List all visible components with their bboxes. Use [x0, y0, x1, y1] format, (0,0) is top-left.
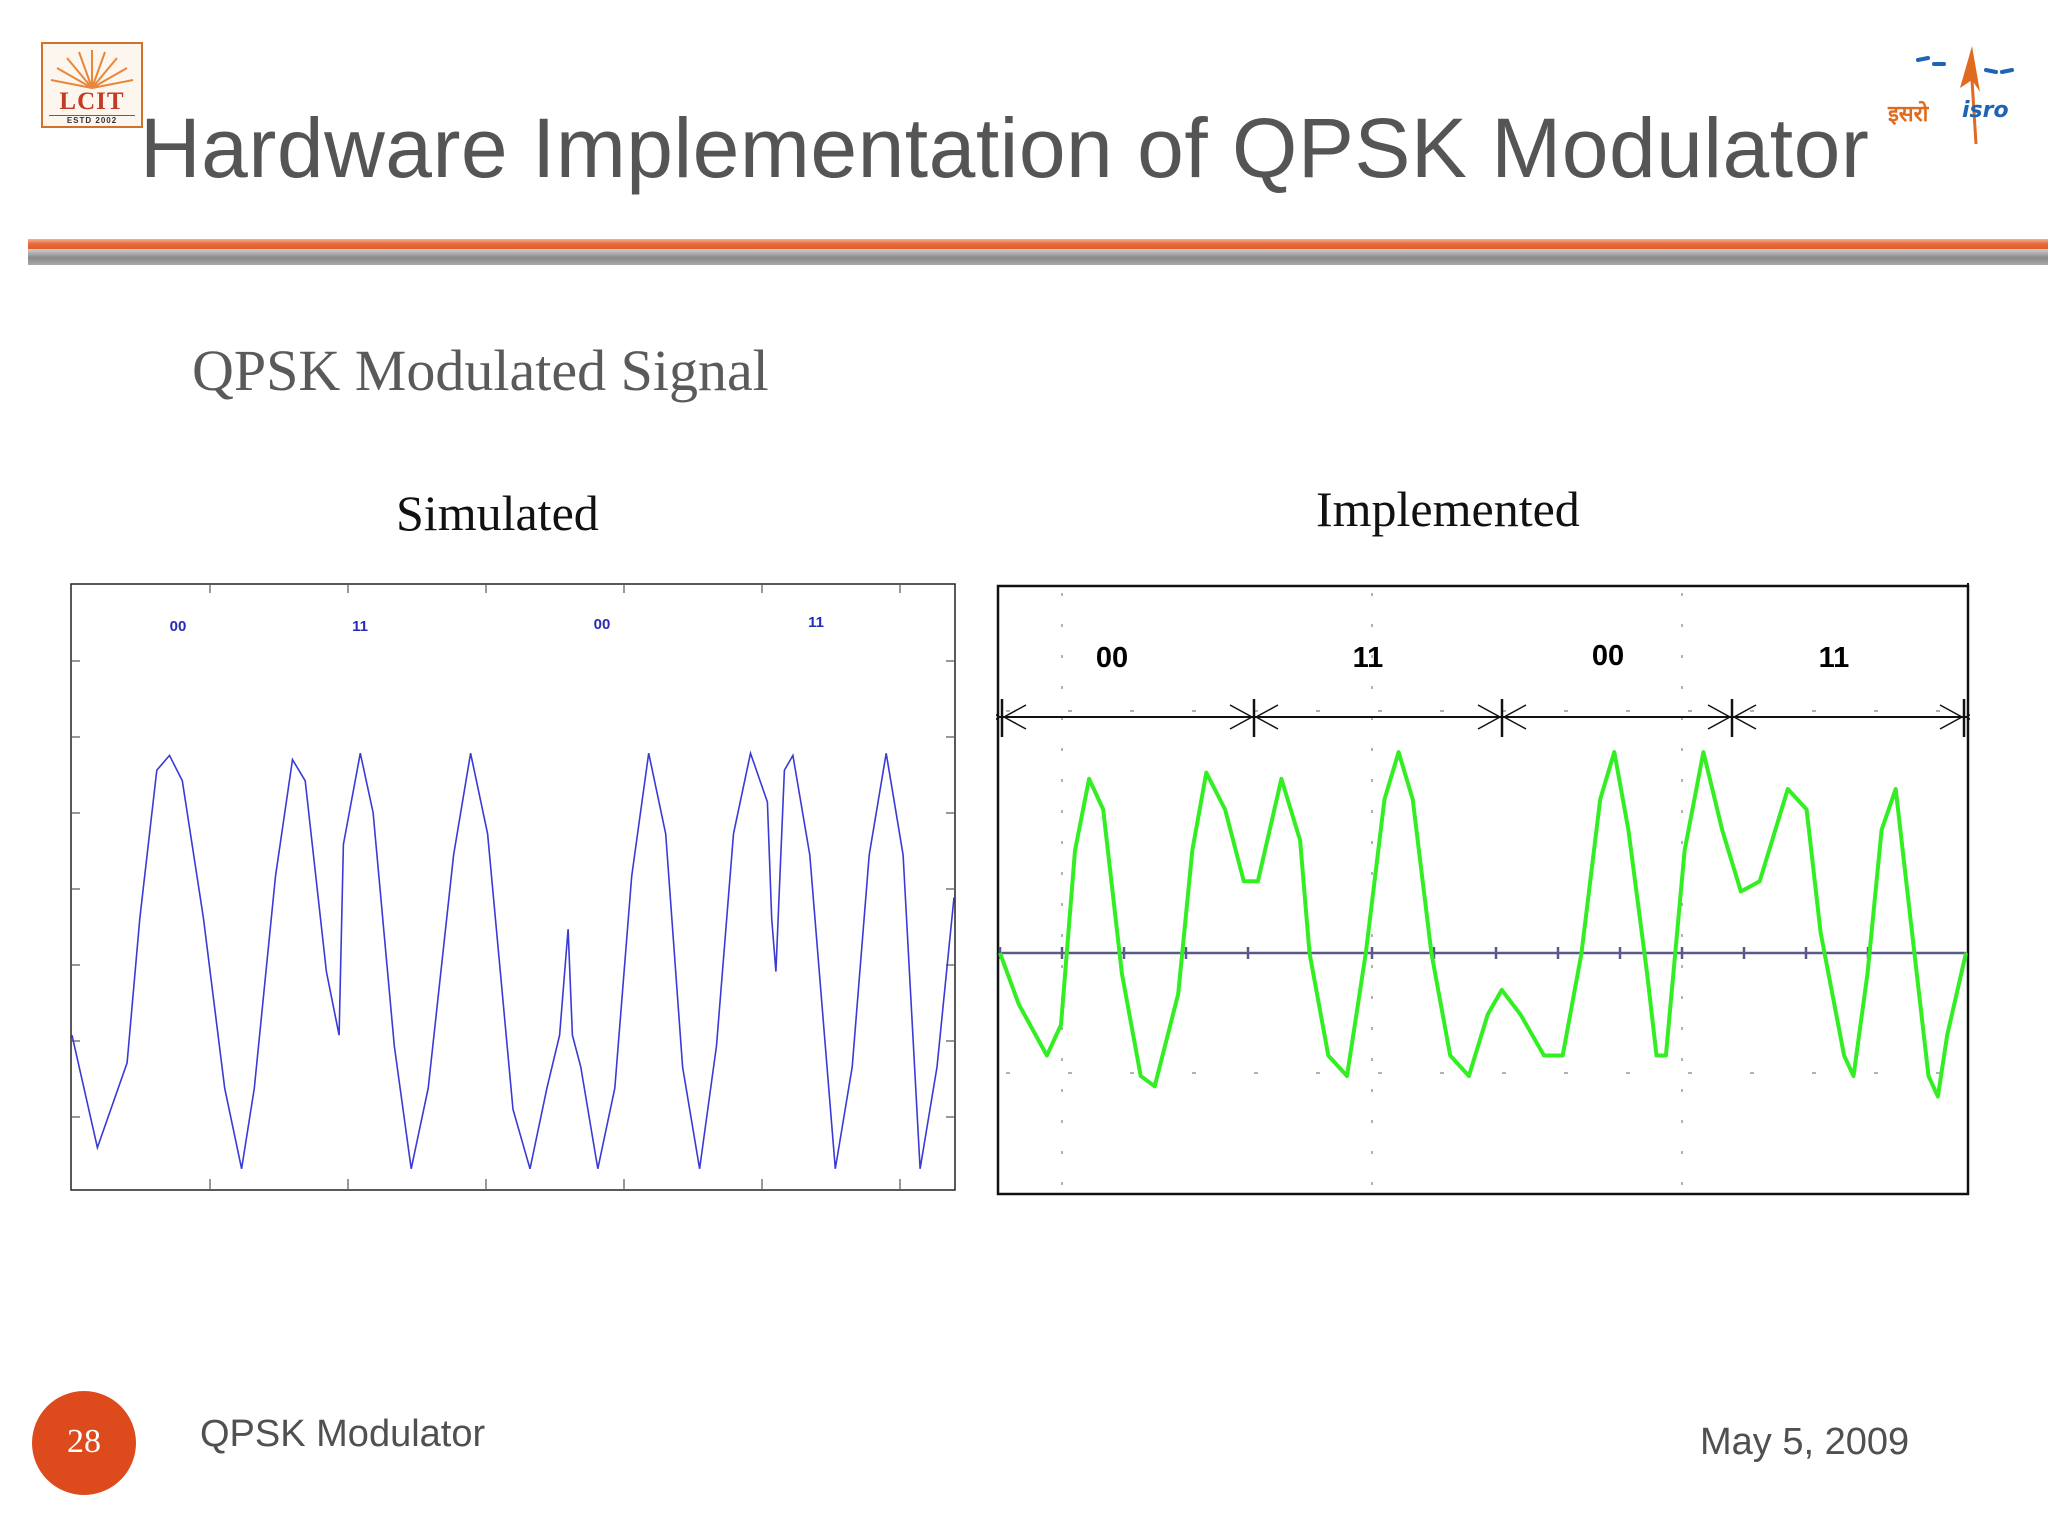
title-rule-orange	[28, 239, 2048, 249]
impl-arrowhead-left	[1707, 704, 1731, 730]
impl-symbol-arrows	[996, 699, 1970, 737]
lcit-logo: LCIT ESTD 2002	[41, 42, 143, 128]
rocket-icon	[1916, 46, 2014, 145]
impl-symbol-labels: 00 11 00 11	[1096, 640, 1849, 674]
isro-logo: इसरो isro	[1880, 40, 2030, 148]
sim-symbol-labels: 00 11 00 11	[170, 614, 824, 635]
slide-title: Hardware Implementation of QPSK Modulato…	[140, 101, 1870, 195]
lcit-logo-text: LCIT	[59, 88, 125, 115]
footer-title: QPSK Modulator	[200, 1413, 486, 1455]
impl-plot-frame	[996, 584, 1970, 1196]
implemented-waveform-chart: 00 11 00 11	[996, 583, 1970, 1196]
impl-arrowhead-right	[1003, 704, 1027, 730]
impl-arrowhead-right	[1503, 704, 1527, 730]
simulated-waveform-chart: 00 11 00 11	[70, 583, 956, 1191]
isro-logo-hindi: इसरो	[1888, 102, 1929, 127]
page-number-badge: 28	[32, 1391, 136, 1495]
sunburst-icon	[50, 50, 134, 89]
sim-symbol-label: 00	[170, 618, 187, 635]
impl-arrowhead-left	[1477, 704, 1501, 730]
slide-subtitle: QPSK Modulated Signal	[192, 338, 769, 403]
sim-plot-frame	[70, 583, 956, 1191]
sim-symbol-label: 11	[808, 614, 824, 631]
impl-symbol-label: 00	[1592, 640, 1624, 672]
impl-symbol-label: 11	[1819, 642, 1850, 674]
impl-arrowhead-right	[1965, 713, 1970, 721]
isro-logo-latin: isro	[1962, 98, 2009, 123]
impl-arrowhead-right	[1733, 704, 1757, 730]
impl-arrowhead-left	[1939, 704, 1963, 730]
implemented-signal-trace	[998, 750, 1968, 1099]
impl-symbol-label: 11	[1353, 642, 1384, 674]
sim-axis-ticks	[72, 585, 954, 1189]
implemented-label: Implemented	[1316, 481, 1580, 537]
title-rule-gray	[28, 249, 2048, 265]
simulated-label: Simulated	[396, 485, 599, 541]
page-number: 28	[67, 1423, 101, 1460]
lcit-logo-estd: ESTD 2002	[49, 115, 135, 125]
impl-symbol-label: 00	[1096, 642, 1128, 674]
impl-arrowhead-right	[1255, 704, 1279, 730]
footer-date: May 5, 2009	[1700, 1421, 1910, 1463]
sim-symbol-label: 00	[594, 616, 611, 633]
impl-arrowhead-left	[1229, 704, 1253, 730]
simulated-signal-trace	[71, 750, 955, 1170]
impl-arrowhead-left	[996, 713, 1001, 721]
sim-symbol-label: 11	[352, 618, 368, 635]
